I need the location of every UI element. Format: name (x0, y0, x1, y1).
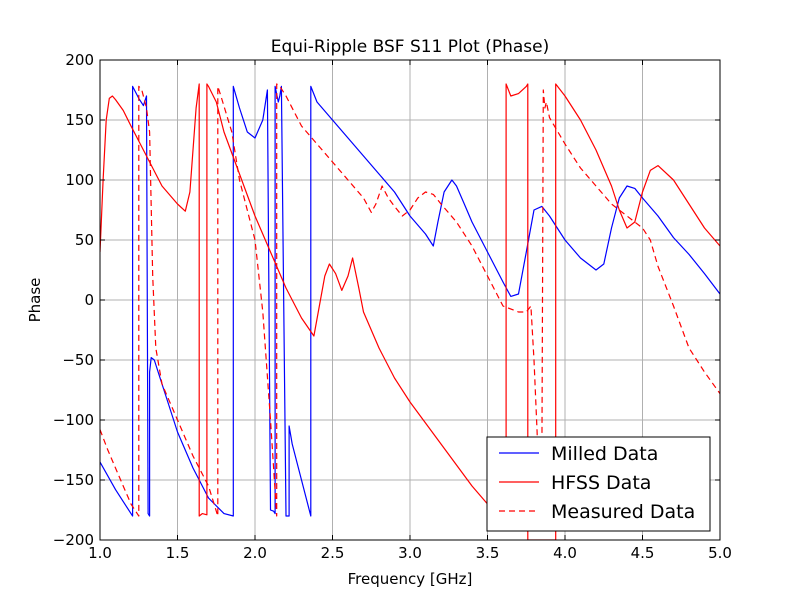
x-tick-label: 3.0 (398, 544, 422, 562)
x-tick-label: 4.0 (553, 544, 577, 562)
y-tick-label: −100 (53, 411, 94, 429)
y-tick-label: 0 (84, 291, 94, 309)
legend-label: HFSS Data (551, 472, 651, 494)
y-axis-label: Phase (26, 278, 44, 323)
legend: Milled Data HFSS Data Measured Data (486, 436, 711, 532)
x-tick-label: 2.0 (243, 544, 267, 562)
x-tick-label: 2.5 (321, 544, 345, 562)
x-axis-label: Frequency [GHz] (348, 570, 473, 588)
legend-label: Measured Data (551, 501, 695, 523)
y-tick-label: 50 (75, 231, 94, 249)
y-tick-label: −200 (53, 531, 94, 549)
series-line-1 (100, 85, 720, 517)
axis-ticks: 1.0 1.5 2.0 2.5 3.0 3.5 4.0 4.5 5.0 −200 −150 −100 −… (53, 51, 732, 562)
x-tick-label: 3.5 (476, 544, 500, 562)
y-tick-label: 100 (65, 171, 94, 189)
legend-label: Milled Data (551, 443, 658, 465)
x-tick-label: 1.5 (166, 544, 190, 562)
y-tick-label: 150 (65, 111, 94, 129)
series-line-3 (100, 83, 720, 517)
x-tick-label: 5.0 (708, 544, 732, 562)
series-layer (100, 83, 720, 540)
y-tick-label: −50 (62, 351, 94, 369)
x-tick-label: 1.0 (88, 544, 112, 562)
series-line-2 (100, 83, 720, 540)
chart-title: Equi-Ripple BSF S11 Plot (Phase) (271, 37, 550, 57)
y-tick-label: 200 (65, 51, 94, 69)
y-tick-label: −150 (53, 471, 94, 489)
x-tick-label: 4.5 (631, 544, 655, 562)
